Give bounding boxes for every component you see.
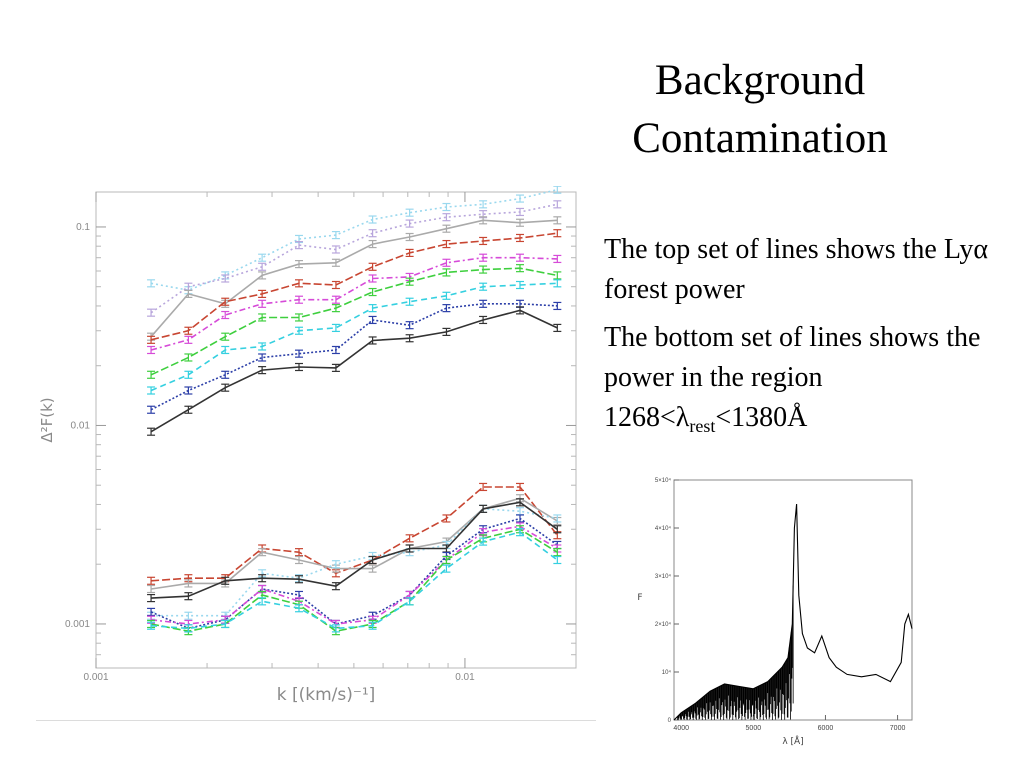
- x-tick-label: 4000: [673, 725, 689, 732]
- series-line-5: [150, 256, 558, 351]
- y-tick-label: 4×10⁴: [655, 525, 672, 532]
- series-line-14: [150, 517, 558, 630]
- y-tick-label: 0: [668, 718, 672, 724]
- slide-title: Background Contamination: [600, 52, 920, 168]
- series-line-17: [151, 531, 558, 630]
- bullet-2-text: The bottom set of lines shows the power …: [604, 322, 981, 433]
- series-line-6: [150, 267, 558, 376]
- y-tick-label: 5×10⁴: [655, 477, 672, 484]
- bullet-1-text: The top set of lines shows the Ly: [604, 234, 974, 265]
- slide-divider: [36, 720, 596, 721]
- series-line-1: [150, 188, 558, 292]
- series-line-9: [150, 309, 558, 433]
- lambda-symbol: λ: [675, 402, 690, 433]
- bullet-1-end: forest power: [604, 274, 745, 305]
- y-tick-label: 10⁴: [662, 669, 672, 676]
- x-tick-label: 7000: [890, 725, 906, 732]
- y-tick-label: 3×10⁴: [655, 573, 672, 580]
- spectrum-y-label: F: [637, 593, 642, 603]
- series-line-8: [150, 303, 558, 411]
- y-axis-label: Δ²F(k): [38, 397, 56, 442]
- series-line-3: [150, 219, 558, 338]
- series-line-10: [151, 486, 558, 582]
- quasar-spectrum-chart: 4000 5000 6000 7000 0 10⁴ 2×10⁴ 3×10⁴ 4×10⁴ 5×10⁴…: [637, 477, 913, 747]
- rest-subscript: rest: [689, 416, 716, 436]
- bullet-1: The top set of lines shows the Lyα fores…: [604, 230, 1014, 310]
- bullet-list: The top set of lines shows the Lyα fores…: [604, 230, 1014, 454]
- y-tick-label: 2×10⁴: [655, 621, 672, 628]
- alpha-symbol: α: [973, 234, 989, 265]
- x-tick-label: 6000: [818, 725, 834, 732]
- bullet-2-end: <1380Å: [715, 402, 808, 433]
- series-line-13: [151, 501, 558, 599]
- title-line-2: Contamination: [632, 115, 888, 162]
- x-axis-label: k [(km/s)⁻¹]: [277, 685, 376, 705]
- y-tick-label: 0.01: [71, 420, 91, 431]
- spectrum-x-label: λ [Å]: [782, 735, 803, 747]
- x-tick-label: 0.01: [455, 672, 475, 683]
- y-tick-label: 0.001: [65, 619, 90, 630]
- y-tick-label: 0.1: [76, 222, 90, 233]
- title-line-1: Background: [654, 57, 866, 104]
- power-spectrum-chart: 0.001 0.01 0.001 0.01 0.1 k [(km/s)⁻¹] Δ²F(k): [38, 186, 577, 705]
- series-line-2: [150, 203, 558, 314]
- series-line-4: [150, 232, 558, 341]
- bullet-2: The bottom set of lines shows the power …: [604, 318, 1014, 446]
- series-line-12: [151, 508, 558, 617]
- x-tick-label: 0.001: [83, 672, 108, 683]
- x-tick-label: 5000: [746, 725, 762, 732]
